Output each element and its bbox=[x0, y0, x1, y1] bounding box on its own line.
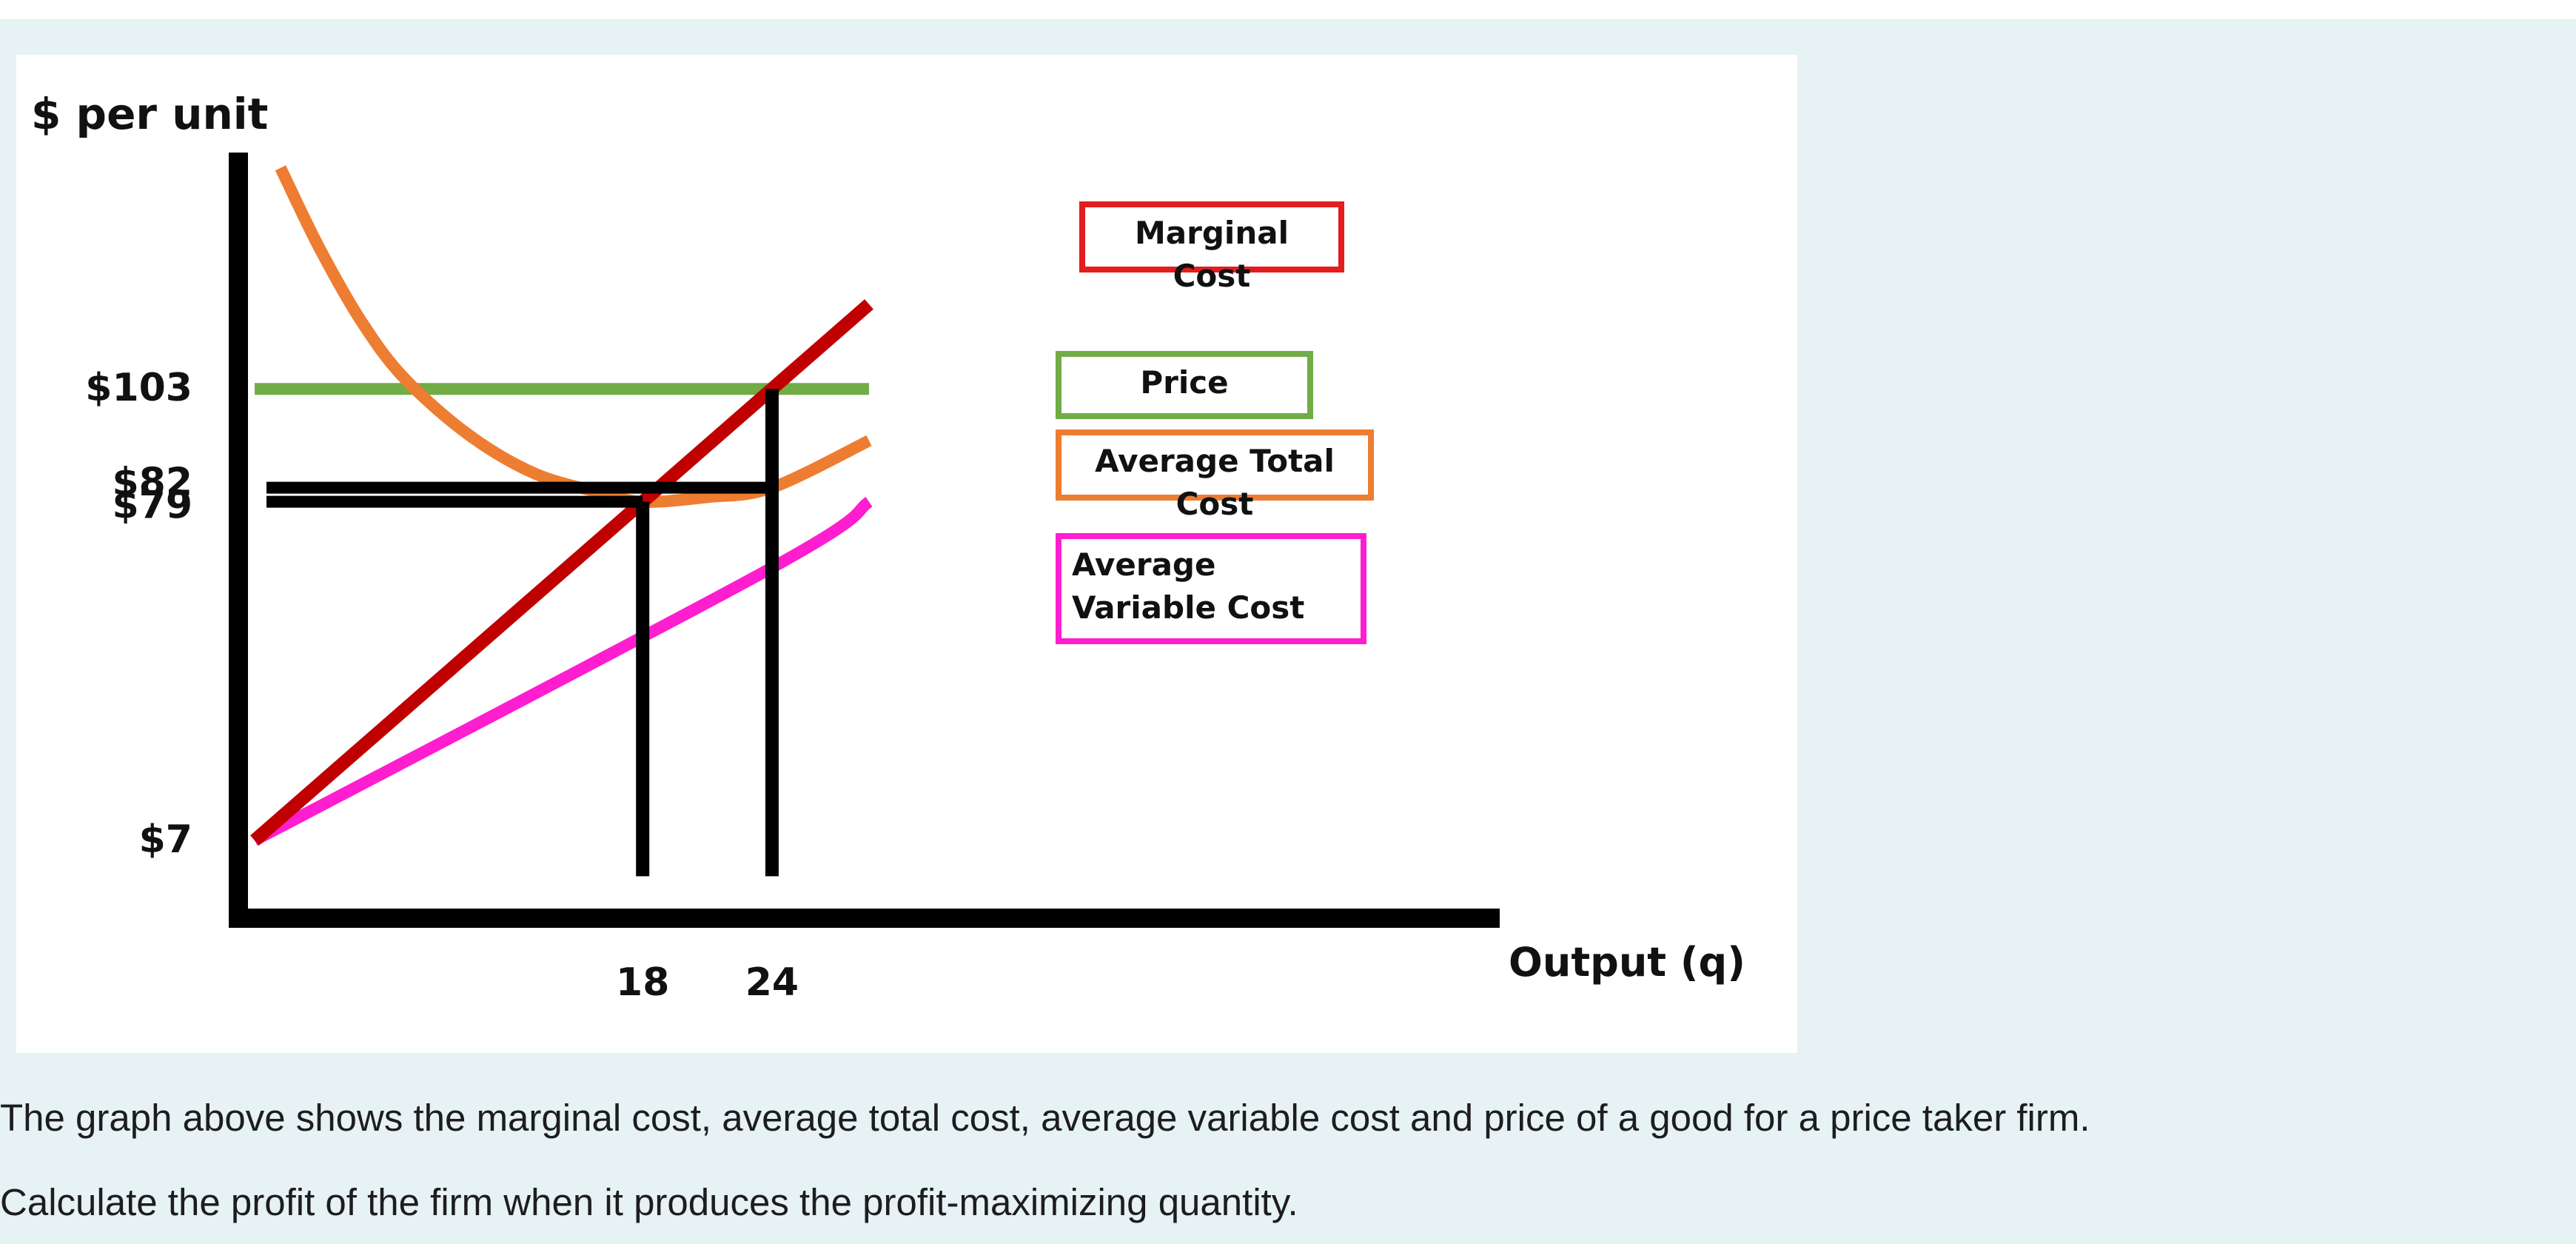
y-tick-label-79: $79 bbox=[112, 484, 192, 528]
question-caption: The graph above shows the marginal cost,… bbox=[0, 1097, 2090, 1139]
series-average-variable-cost-line bbox=[252, 497, 873, 846]
y-tick-label-82: $82 bbox=[112, 461, 192, 505]
legend-price-label: Price bbox=[1140, 364, 1229, 401]
y-tick-label-103: $103 bbox=[85, 366, 192, 410]
chart-canvas: $ per unit Output (q) $103 $82$79 $7 18 24 bbox=[31, 89, 1745, 1005]
series-average-total-cost-line bbox=[275, 165, 872, 508]
legend-average-total-cost-label: Average Total Cost bbox=[1095, 443, 1335, 522]
legend-average-total-cost: Average Total Cost bbox=[1056, 429, 1374, 522]
legend-marginal-cost: Marginal Cost bbox=[1079, 201, 1344, 294]
series-marginal-cost-line bbox=[250, 299, 873, 846]
y-axis-label: $ per unit bbox=[31, 89, 268, 139]
x-tick-label-24: 24 bbox=[745, 960, 799, 1005]
top-strip bbox=[0, 0, 2576, 19]
question-prompt: Calculate the profit of the firm when it… bbox=[0, 1181, 1298, 1223]
y-tick-label-7: $7 bbox=[139, 817, 192, 862]
legend-average-variable-cost-label: Average Variable Cost bbox=[1072, 546, 1305, 626]
chart-figure: $ per unit Output (q) $103 $82 $79 $7 18 24 Mar… bbox=[16, 55, 1797, 1053]
x-axis-label: Output (q) bbox=[1509, 939, 1745, 986]
legend-average-variable-cost: Average Variable Cost bbox=[1056, 533, 1366, 644]
x-tick-label-18: 18 bbox=[616, 960, 669, 1005]
legend-price: Price bbox=[1056, 351, 1313, 419]
legend-marginal-cost-label: Marginal Cost bbox=[1135, 215, 1289, 294]
